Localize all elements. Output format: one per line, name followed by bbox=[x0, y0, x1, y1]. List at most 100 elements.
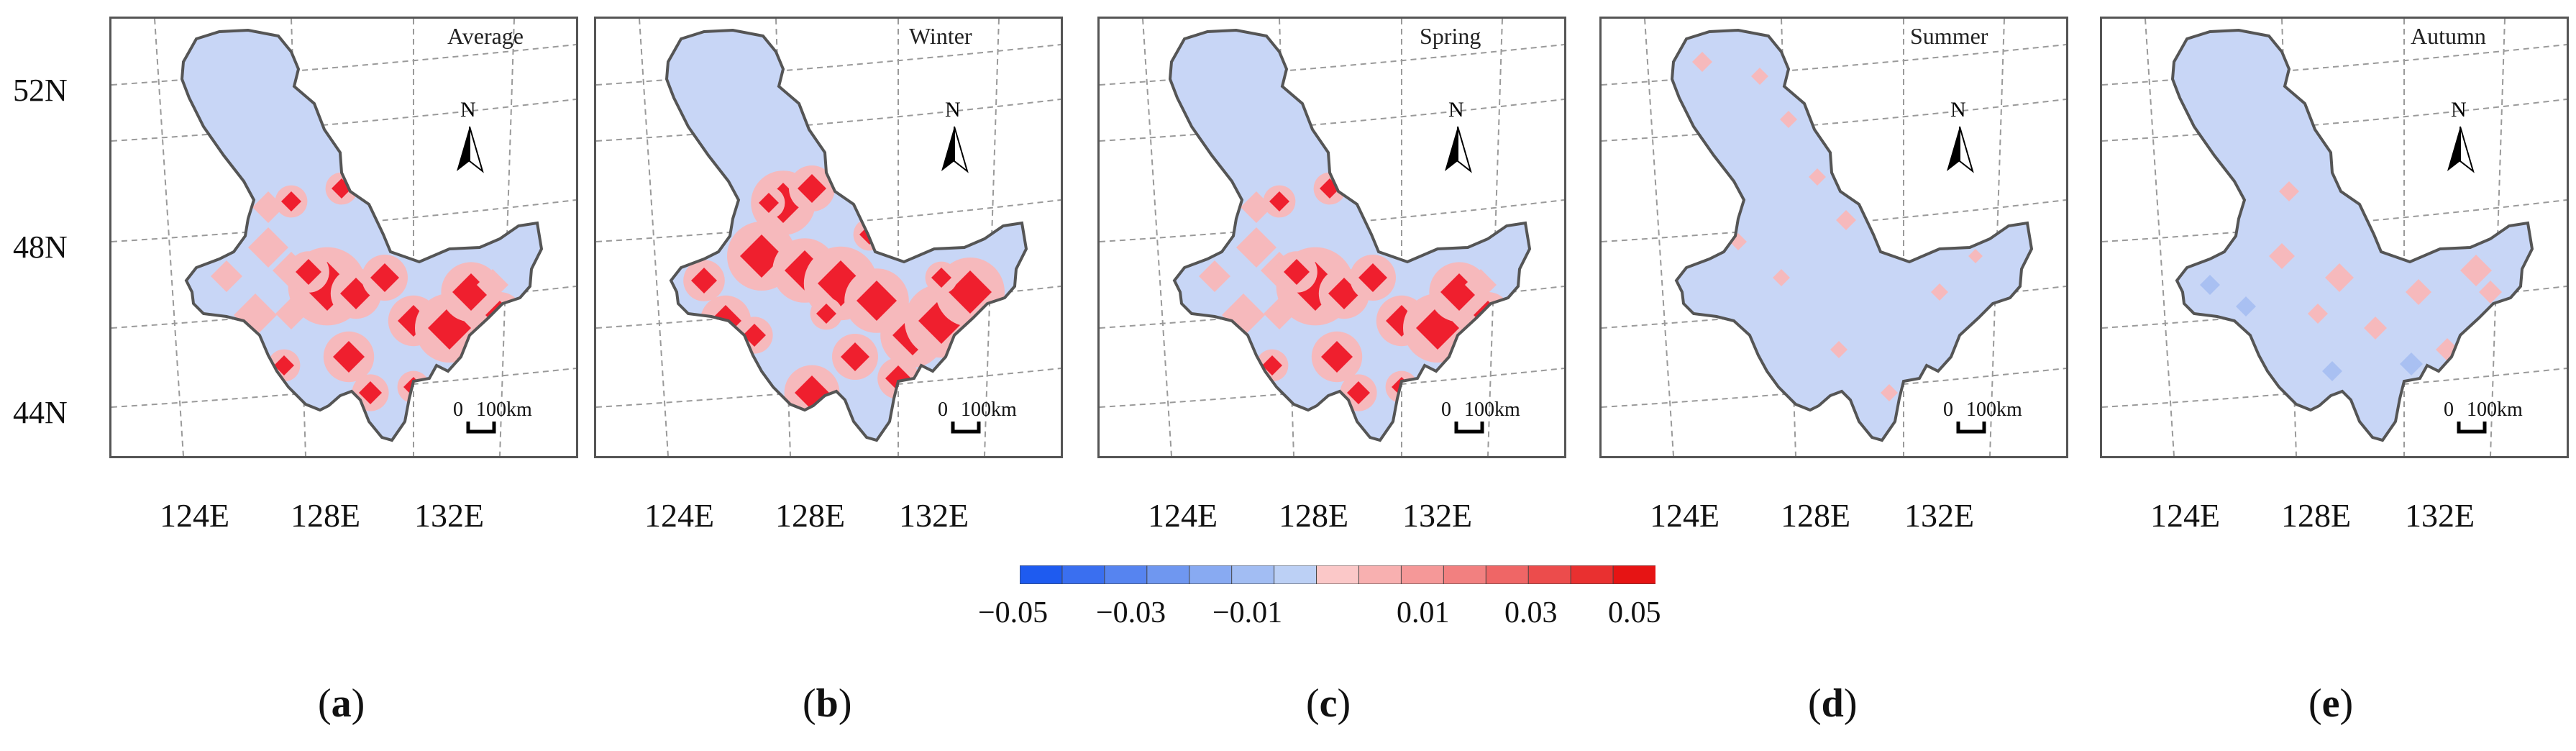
scale-zero: 0 bbox=[2444, 399, 2454, 421]
longitude-label: 124E bbox=[1650, 497, 1720, 534]
map-panel-c bbox=[1097, 17, 1566, 458]
region-outline bbox=[180, 28, 544, 442]
anomaly-patch bbox=[949, 270, 992, 314]
latitude-label: 48N bbox=[13, 229, 68, 265]
colorbar-bin bbox=[1527, 565, 1572, 585]
region-fill bbox=[667, 30, 1026, 440]
map-panel-d bbox=[1599, 17, 2068, 458]
anomaly-patch bbox=[275, 298, 307, 329]
anomaly-patch bbox=[1830, 341, 1847, 358]
region-outline bbox=[1670, 28, 2034, 442]
map-panel-e bbox=[2100, 17, 2569, 458]
anomaly-patch bbox=[2325, 263, 2354, 292]
latitude-label: 44N bbox=[13, 395, 68, 430]
anomaly-patch bbox=[841, 342, 869, 371]
panel-letter: (d) bbox=[1808, 681, 1858, 726]
season-title: Spring bbox=[1420, 23, 1481, 49]
longitude-label: 132E bbox=[1904, 497, 1975, 534]
anomaly-patch bbox=[691, 268, 717, 293]
anomaly-patch bbox=[1881, 384, 1898, 401]
colorbar-tick-label: −0.05 bbox=[978, 596, 1049, 629]
scale-zero: 0 bbox=[1441, 399, 1451, 421]
anomaly-patch bbox=[1780, 111, 1797, 128]
colorbar-bin bbox=[1612, 565, 1657, 585]
longitude-label: 128E bbox=[1781, 497, 1851, 534]
colorbar-bin bbox=[1316, 565, 1360, 585]
season-title: Summer bbox=[1910, 23, 1988, 49]
panel-letter: (e) bbox=[2308, 681, 2354, 726]
anomaly-patch bbox=[2236, 296, 2256, 317]
panel-letter: (a) bbox=[318, 681, 365, 726]
map-graphic bbox=[596, 19, 1061, 456]
anomaly-patch bbox=[2279, 181, 2299, 201]
longitude-label: 128E bbox=[291, 497, 361, 534]
colorbar-bin bbox=[1400, 565, 1445, 585]
colorbar-tick-label: 0.05 bbox=[1608, 596, 1661, 629]
north-arrow-icon bbox=[1445, 126, 1472, 173]
anomaly-patch bbox=[333, 341, 365, 373]
scale-bar bbox=[1956, 422, 1986, 434]
anomaly-patch bbox=[740, 235, 783, 278]
anomaly-patch bbox=[1284, 259, 1310, 285]
anomaly-patch bbox=[931, 268, 951, 288]
north-arrow-icon bbox=[2447, 126, 2475, 173]
north-arrow-letter: N bbox=[945, 98, 961, 122]
anomaly-patch bbox=[1931, 283, 1948, 301]
region-fill bbox=[1672, 30, 2032, 440]
anomaly-patch bbox=[1809, 168, 1826, 186]
colorbar-bin bbox=[1104, 565, 1148, 585]
north-arrow-letter: N bbox=[2451, 98, 2467, 122]
scale-zero: 0 bbox=[1943, 399, 1953, 421]
longitude-label: 128E bbox=[2281, 497, 2352, 534]
anomaly-patch bbox=[1347, 381, 1370, 404]
anomaly-patch bbox=[1836, 210, 1856, 230]
anomaly-patch bbox=[2200, 275, 2220, 295]
anomaly-patch bbox=[2308, 304, 2328, 324]
anomaly-patch bbox=[2479, 281, 2502, 304]
longitude-label: 132E bbox=[414, 497, 485, 534]
anomaly-patch bbox=[798, 174, 826, 203]
anomaly-patch bbox=[2406, 279, 2431, 305]
north-arrow-letter: N bbox=[1950, 98, 1966, 122]
scale-bar bbox=[466, 422, 496, 434]
scale-bar bbox=[2457, 422, 2487, 434]
colorbar-bin bbox=[1146, 565, 1190, 585]
anomaly-patch bbox=[2322, 361, 2342, 381]
anomaly-patch bbox=[1773, 269, 1790, 286]
colorbar-bin bbox=[1485, 565, 1530, 585]
anomaly-patch bbox=[1236, 227, 1276, 268]
anomaly-patch bbox=[858, 187, 881, 210]
anomaly-patch bbox=[1321, 341, 1353, 373]
anomaly-patch bbox=[1269, 191, 1289, 211]
anomaly-patch bbox=[1968, 249, 1983, 263]
anomaly-patches bbox=[1692, 52, 1983, 401]
longitude-label: 128E bbox=[775, 497, 846, 534]
anomaly-patch bbox=[2269, 243, 2295, 269]
longitude-label: 124E bbox=[644, 497, 715, 534]
map-graphic bbox=[1602, 19, 2066, 456]
north-arrow-letter: N bbox=[460, 98, 476, 122]
season-title: Winter bbox=[909, 23, 972, 49]
map-graphic bbox=[2102, 19, 2567, 456]
north-arrow-icon bbox=[941, 126, 969, 173]
season-title: Autumn bbox=[2411, 23, 2486, 49]
anomaly-patch bbox=[1199, 260, 1230, 292]
anomaly-patch bbox=[816, 304, 836, 324]
anomaly-patch bbox=[1262, 355, 1282, 376]
longitude-label: 128E bbox=[1279, 497, 1349, 534]
panel-letter: (c) bbox=[1306, 681, 1351, 726]
longitude-label: 124E bbox=[2150, 497, 2221, 534]
colorbar-bin bbox=[1189, 565, 1233, 585]
region-outline bbox=[1168, 28, 1532, 442]
longitude-label: 132E bbox=[1402, 497, 1473, 534]
longitude-label: 124E bbox=[1148, 497, 1218, 534]
north-arrow-letter: N bbox=[1448, 98, 1464, 122]
anomaly-patch bbox=[1692, 52, 1712, 72]
scale-distance: 100km bbox=[2467, 399, 2523, 421]
longitude-label: 132E bbox=[899, 497, 969, 534]
scale-distance: 100km bbox=[1464, 399, 1520, 421]
colorbar-bin bbox=[1231, 565, 1275, 585]
latitude-label: 52N bbox=[13, 73, 68, 108]
region-outline bbox=[2170, 28, 2534, 442]
map-panel-a bbox=[109, 17, 578, 458]
